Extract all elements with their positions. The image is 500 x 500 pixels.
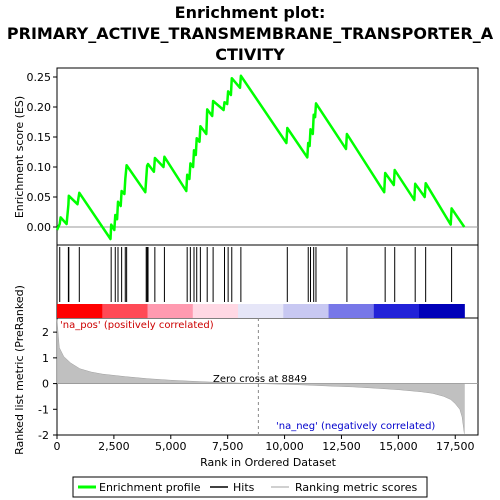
zero-cross-label: Zero cross at 8849 bbox=[213, 374, 307, 385]
gradient-segment bbox=[147, 304, 194, 318]
metric-ytick-label: -2 bbox=[38, 429, 49, 442]
gradient-segment bbox=[238, 304, 284, 318]
metric-ytick-label: -1 bbox=[38, 403, 49, 416]
gradient-segment bbox=[283, 304, 330, 318]
metric-ytick-label: 1 bbox=[42, 352, 49, 365]
x-axis-label: Rank in Ordered Dataset bbox=[200, 456, 337, 469]
legend-frame bbox=[72, 476, 428, 498]
na-neg-label: 'na_neg' (negatively correlated) bbox=[276, 421, 435, 432]
na-pos-label: 'na_pos' (positively correlated) bbox=[60, 320, 214, 331]
x-tick-label: 12,500 bbox=[322, 440, 361, 453]
legend-label-ranking-metric: Ranking metric scores bbox=[295, 481, 417, 494]
es-ytick-label: 0.25 bbox=[27, 71, 52, 84]
ranking-metric-area bbox=[56, 319, 465, 434]
x-tick-label: 0 bbox=[54, 440, 61, 453]
metric-axis-label: Ranked list metric (PreRanked) bbox=[13, 285, 26, 455]
es-ytick-label: 0.00 bbox=[27, 221, 52, 234]
metric-ytick-label: 0 bbox=[42, 378, 49, 391]
gradient-segment bbox=[373, 304, 420, 318]
gradient-segment bbox=[102, 304, 149, 318]
gradient-segment bbox=[419, 304, 465, 318]
gradient-segment bbox=[57, 304, 103, 318]
es-ytick-label: 0.10 bbox=[27, 161, 52, 174]
x-tick-label: 2,500 bbox=[98, 440, 130, 453]
es-ytick-label: 0.20 bbox=[27, 101, 52, 114]
chart-title-line-3: CTIVITY bbox=[215, 45, 285, 64]
x-tick-label: 10,000 bbox=[265, 440, 304, 453]
es-panel-frame bbox=[56, 67, 479, 246]
chart-title-line-1: Enrichment plot: bbox=[175, 3, 326, 22]
es-ytick-label: 0.15 bbox=[27, 131, 52, 144]
enrichment-profile-line bbox=[55, 74, 466, 241]
metric-panel-frame bbox=[56, 317, 479, 436]
x-tick-label: 15,000 bbox=[379, 440, 418, 453]
legend-label-hits: Hits bbox=[233, 481, 255, 494]
es-axis-label: Enrichment score (ES) bbox=[13, 96, 26, 218]
legend-label-enrichment-profile: Enrichment profile bbox=[99, 481, 201, 494]
metric-ytick-label: 2 bbox=[42, 326, 49, 339]
gradient-segment bbox=[192, 304, 239, 318]
x-tick-label: 7,500 bbox=[212, 440, 244, 453]
x-tick-label: 17,500 bbox=[436, 440, 475, 453]
chart-title-line-2: PRIMARY_ACTIVE_TRANSMEMBRANE_TRANSPORTER… bbox=[7, 24, 494, 43]
x-tick-label: 5,000 bbox=[155, 440, 187, 453]
legend: Enrichment profile Hits Ranking metric s… bbox=[72, 476, 428, 498]
es-ytick-label: 0.05 bbox=[27, 191, 52, 204]
gradient-segment bbox=[328, 304, 375, 318]
